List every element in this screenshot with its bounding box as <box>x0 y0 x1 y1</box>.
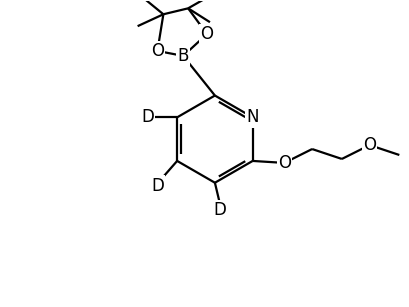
Text: D: D <box>141 108 153 126</box>
Text: D: D <box>213 201 226 220</box>
Text: B: B <box>177 47 189 65</box>
Text: O: O <box>200 25 213 43</box>
Text: N: N <box>246 108 258 126</box>
Text: O: O <box>277 154 290 172</box>
Text: D: D <box>151 177 163 195</box>
Text: O: O <box>151 42 164 60</box>
Text: O: O <box>362 136 375 154</box>
